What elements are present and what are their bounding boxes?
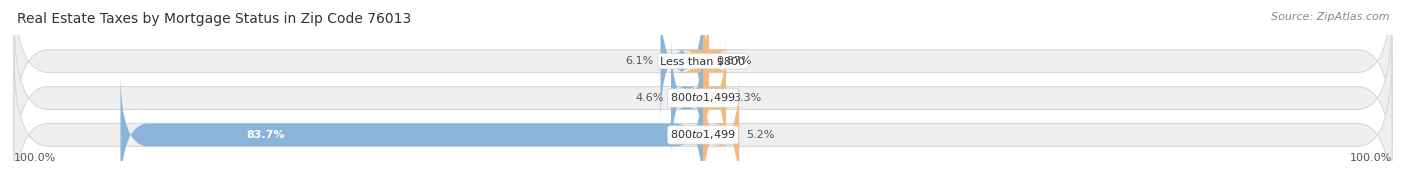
FancyBboxPatch shape bbox=[699, 36, 731, 160]
Text: 3.3%: 3.3% bbox=[733, 93, 761, 103]
Text: $800 to $1,499: $800 to $1,499 bbox=[671, 128, 735, 141]
FancyBboxPatch shape bbox=[661, 0, 703, 123]
Text: 4.6%: 4.6% bbox=[636, 93, 664, 103]
Text: Real Estate Taxes by Mortgage Status in Zip Code 76013: Real Estate Taxes by Mortgage Status in … bbox=[17, 12, 411, 26]
Text: 0.87%: 0.87% bbox=[716, 56, 752, 66]
Text: 6.1%: 6.1% bbox=[626, 56, 654, 66]
Text: Less than $800: Less than $800 bbox=[661, 56, 745, 66]
FancyBboxPatch shape bbox=[682, 0, 731, 123]
FancyBboxPatch shape bbox=[671, 36, 703, 160]
Text: $800 to $1,499: $800 to $1,499 bbox=[671, 92, 735, 104]
FancyBboxPatch shape bbox=[14, 54, 1392, 196]
FancyBboxPatch shape bbox=[14, 17, 1392, 179]
FancyBboxPatch shape bbox=[121, 73, 703, 196]
Text: 5.2%: 5.2% bbox=[747, 130, 775, 140]
Text: 83.7%: 83.7% bbox=[247, 130, 285, 140]
FancyBboxPatch shape bbox=[703, 73, 740, 196]
Text: Source: ZipAtlas.com: Source: ZipAtlas.com bbox=[1271, 12, 1389, 22]
Text: 100.0%: 100.0% bbox=[14, 153, 56, 163]
FancyBboxPatch shape bbox=[14, 0, 1392, 142]
Text: 100.0%: 100.0% bbox=[1350, 153, 1392, 163]
